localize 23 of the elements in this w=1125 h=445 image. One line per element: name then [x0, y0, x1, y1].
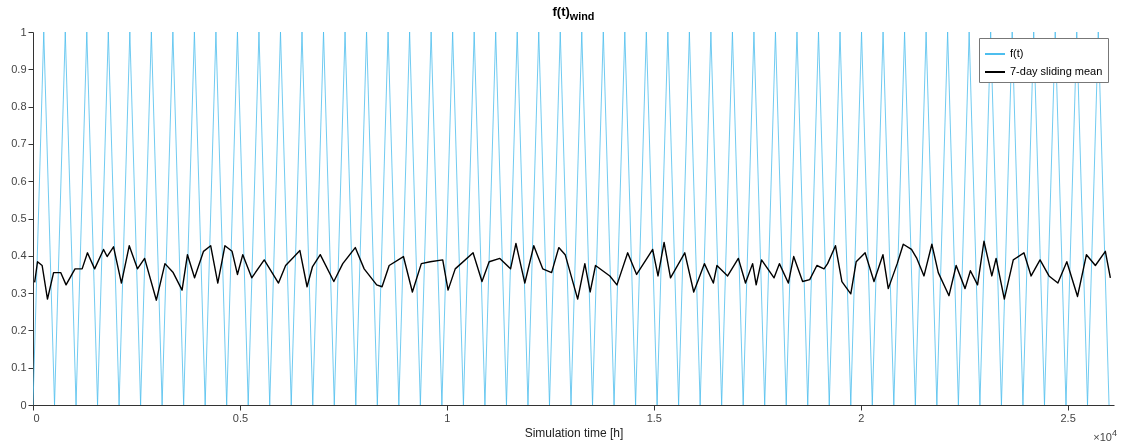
y-tick-label: 0.1 [11, 361, 27, 374]
y-tick-label: 0.5 [11, 212, 27, 224]
y-tick-label: 0.7 [11, 137, 27, 150]
y-tick-label: 0.2 [11, 323, 27, 336]
x-tick-label: 0 [33, 411, 40, 424]
y-tick-label: 0.4 [11, 249, 27, 262]
x-axis-title: Simulation time [h] [524, 425, 624, 440]
legend-label: f(t) [1010, 47, 1024, 59]
y-tick-label: 0.6 [11, 174, 27, 187]
x-tick-label: 1 [444, 411, 451, 424]
y-tick-label: 0.9 [11, 62, 27, 75]
text: ×10$^{4}$ [1093, 428, 1117, 443]
x-tick-label: 1.5 [646, 411, 662, 424]
line-series [33, 240, 1112, 301]
y-tick-label: 0 [20, 398, 27, 411]
y-tick-label: 0.8 [11, 100, 27, 113]
x-tick-label: 0.5 [232, 411, 249, 424]
x-tick-label: 2 [858, 411, 865, 424]
legend-label: 7-day sliding mean [1010, 65, 1103, 77]
y-tick-label: 0.3 [11, 286, 27, 299]
y-tick-label: 1 [20, 25, 27, 38]
x-tick-label: 2.5 [1060, 411, 1076, 424]
chart-title: f(t)$_{wind}$ [551, 4, 596, 22]
